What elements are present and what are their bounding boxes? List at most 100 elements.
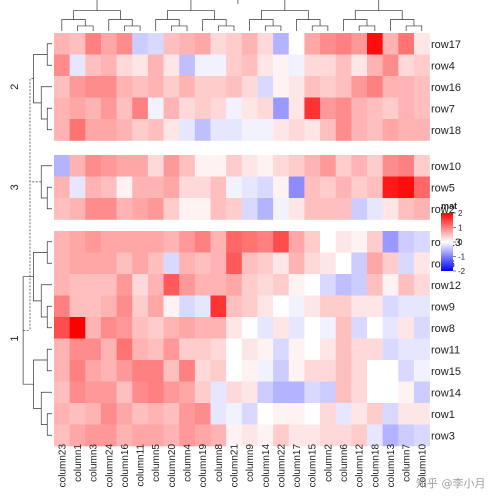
heatmap-cell	[69, 317, 86, 339]
heatmap-cell	[69, 231, 86, 253]
heatmap-cell	[163, 424, 180, 447]
heatmap-cell	[257, 274, 274, 296]
heatmap-cell	[226, 295, 243, 318]
heatmap-cell	[116, 155, 133, 177]
heatmap-cell	[147, 381, 164, 404]
heatmap-cell	[85, 338, 102, 361]
heatmap-cell	[257, 54, 274, 77]
heatmap-cell	[335, 231, 352, 253]
heatmap-cell	[116, 176, 133, 199]
heatmap-cell	[147, 54, 164, 77]
heatmap-cell	[351, 317, 368, 339]
heatmap-cell	[69, 119, 86, 141]
heatmap-cell	[413, 252, 430, 275]
heatmap-cell	[147, 155, 164, 177]
heatmap-cell	[257, 338, 274, 361]
heatmap-cell	[413, 76, 430, 98]
heatmap-cell	[100, 403, 117, 425]
heatmap-cell	[320, 119, 336, 141]
heatmap-cell	[210, 155, 227, 177]
heatmap-cell	[398, 33, 415, 55]
column-label: column6	[339, 444, 350, 482]
heatmap-cell	[351, 231, 368, 253]
heatmap-cell	[288, 338, 305, 361]
heatmap-cell	[194, 295, 211, 318]
heatmap-cell	[398, 252, 415, 275]
column-label: column11	[136, 444, 147, 487]
row-label: row4	[431, 60, 455, 72]
heatmap-cell	[226, 155, 243, 177]
heatmap-cell	[351, 295, 368, 318]
heatmap-cell	[210, 338, 227, 361]
heatmap-cell	[210, 424, 227, 447]
legend-color-bar	[441, 213, 453, 271]
heatmap-cell	[367, 360, 383, 382]
heatmap-cell	[241, 33, 258, 55]
heatmap-cell	[116, 97, 133, 120]
heatmap-cell	[163, 198, 180, 220]
heatmap-cell	[54, 33, 70, 55]
heatmap-cell	[179, 252, 196, 275]
heatmap-cell	[85, 198, 102, 220]
heatmap-cell	[320, 252, 336, 275]
heatmap-cell	[69, 381, 86, 404]
heatmap-cell	[367, 33, 383, 55]
heatmap-cell	[54, 54, 70, 77]
heatmap-cell	[320, 381, 336, 404]
heatmap-cell	[116, 317, 133, 339]
heatmap-cell	[288, 231, 305, 253]
heatmap-cell	[273, 198, 290, 220]
heatmap-cell	[320, 231, 336, 253]
heatmap-cell	[382, 424, 399, 447]
heatmap-cell	[194, 252, 211, 275]
row-label: row14	[431, 387, 461, 399]
heatmap-cell	[194, 424, 211, 447]
heatmap-cell	[116, 424, 133, 447]
heatmap-cell	[241, 295, 258, 318]
row-label: row5	[431, 182, 455, 194]
heatmap-cell	[413, 424, 430, 447]
heatmap-cell	[335, 338, 352, 361]
heatmap-cell	[116, 231, 133, 253]
row-label: row18	[431, 125, 461, 137]
column-label: column16	[120, 444, 131, 488]
heatmap-cell	[382, 403, 399, 425]
heatmap-cell	[241, 381, 258, 404]
column-label: column23	[57, 444, 68, 488]
heatmap-cell	[179, 54, 196, 77]
heatmap-cell	[304, 54, 321, 77]
heatmap-cell	[179, 338, 196, 361]
heatmap-cell	[273, 33, 290, 55]
column-label: column5	[151, 444, 162, 482]
heatmap-cell	[320, 424, 336, 447]
heatmap-cell	[226, 76, 243, 98]
heatmap-cell	[163, 54, 180, 77]
heatmap-cell	[335, 381, 352, 404]
heatmap-cell	[163, 33, 180, 55]
heatmap-cell	[351, 252, 368, 275]
heatmap-cell	[304, 155, 321, 177]
heatmap-cell	[413, 97, 430, 120]
heatmap-cell	[226, 176, 243, 199]
heatmap-cell	[288, 360, 305, 382]
heatmap-cell	[132, 338, 149, 361]
heatmap-cell	[241, 274, 258, 296]
heatmap-cell	[351, 424, 368, 447]
heatmap-cell	[335, 403, 352, 425]
heatmap-cell	[147, 295, 164, 318]
heatmap-cell	[100, 97, 117, 120]
heatmap-cell	[226, 54, 243, 77]
heatmap-cell	[367, 295, 383, 318]
heatmap-cell	[398, 381, 415, 404]
heatmap-cell	[273, 119, 290, 141]
heatmap-cell	[351, 176, 368, 199]
heatmap-cell	[85, 76, 102, 98]
heatmap-cell	[116, 198, 133, 220]
heatmap-cell	[69, 76, 86, 98]
heatmap-cell	[241, 317, 258, 339]
heatmap-cell	[382, 76, 399, 98]
heatmap-cell	[382, 381, 399, 404]
heatmap-cell	[413, 274, 430, 296]
heatmap-cell	[288, 295, 305, 318]
heatmap-cell	[304, 33, 321, 55]
